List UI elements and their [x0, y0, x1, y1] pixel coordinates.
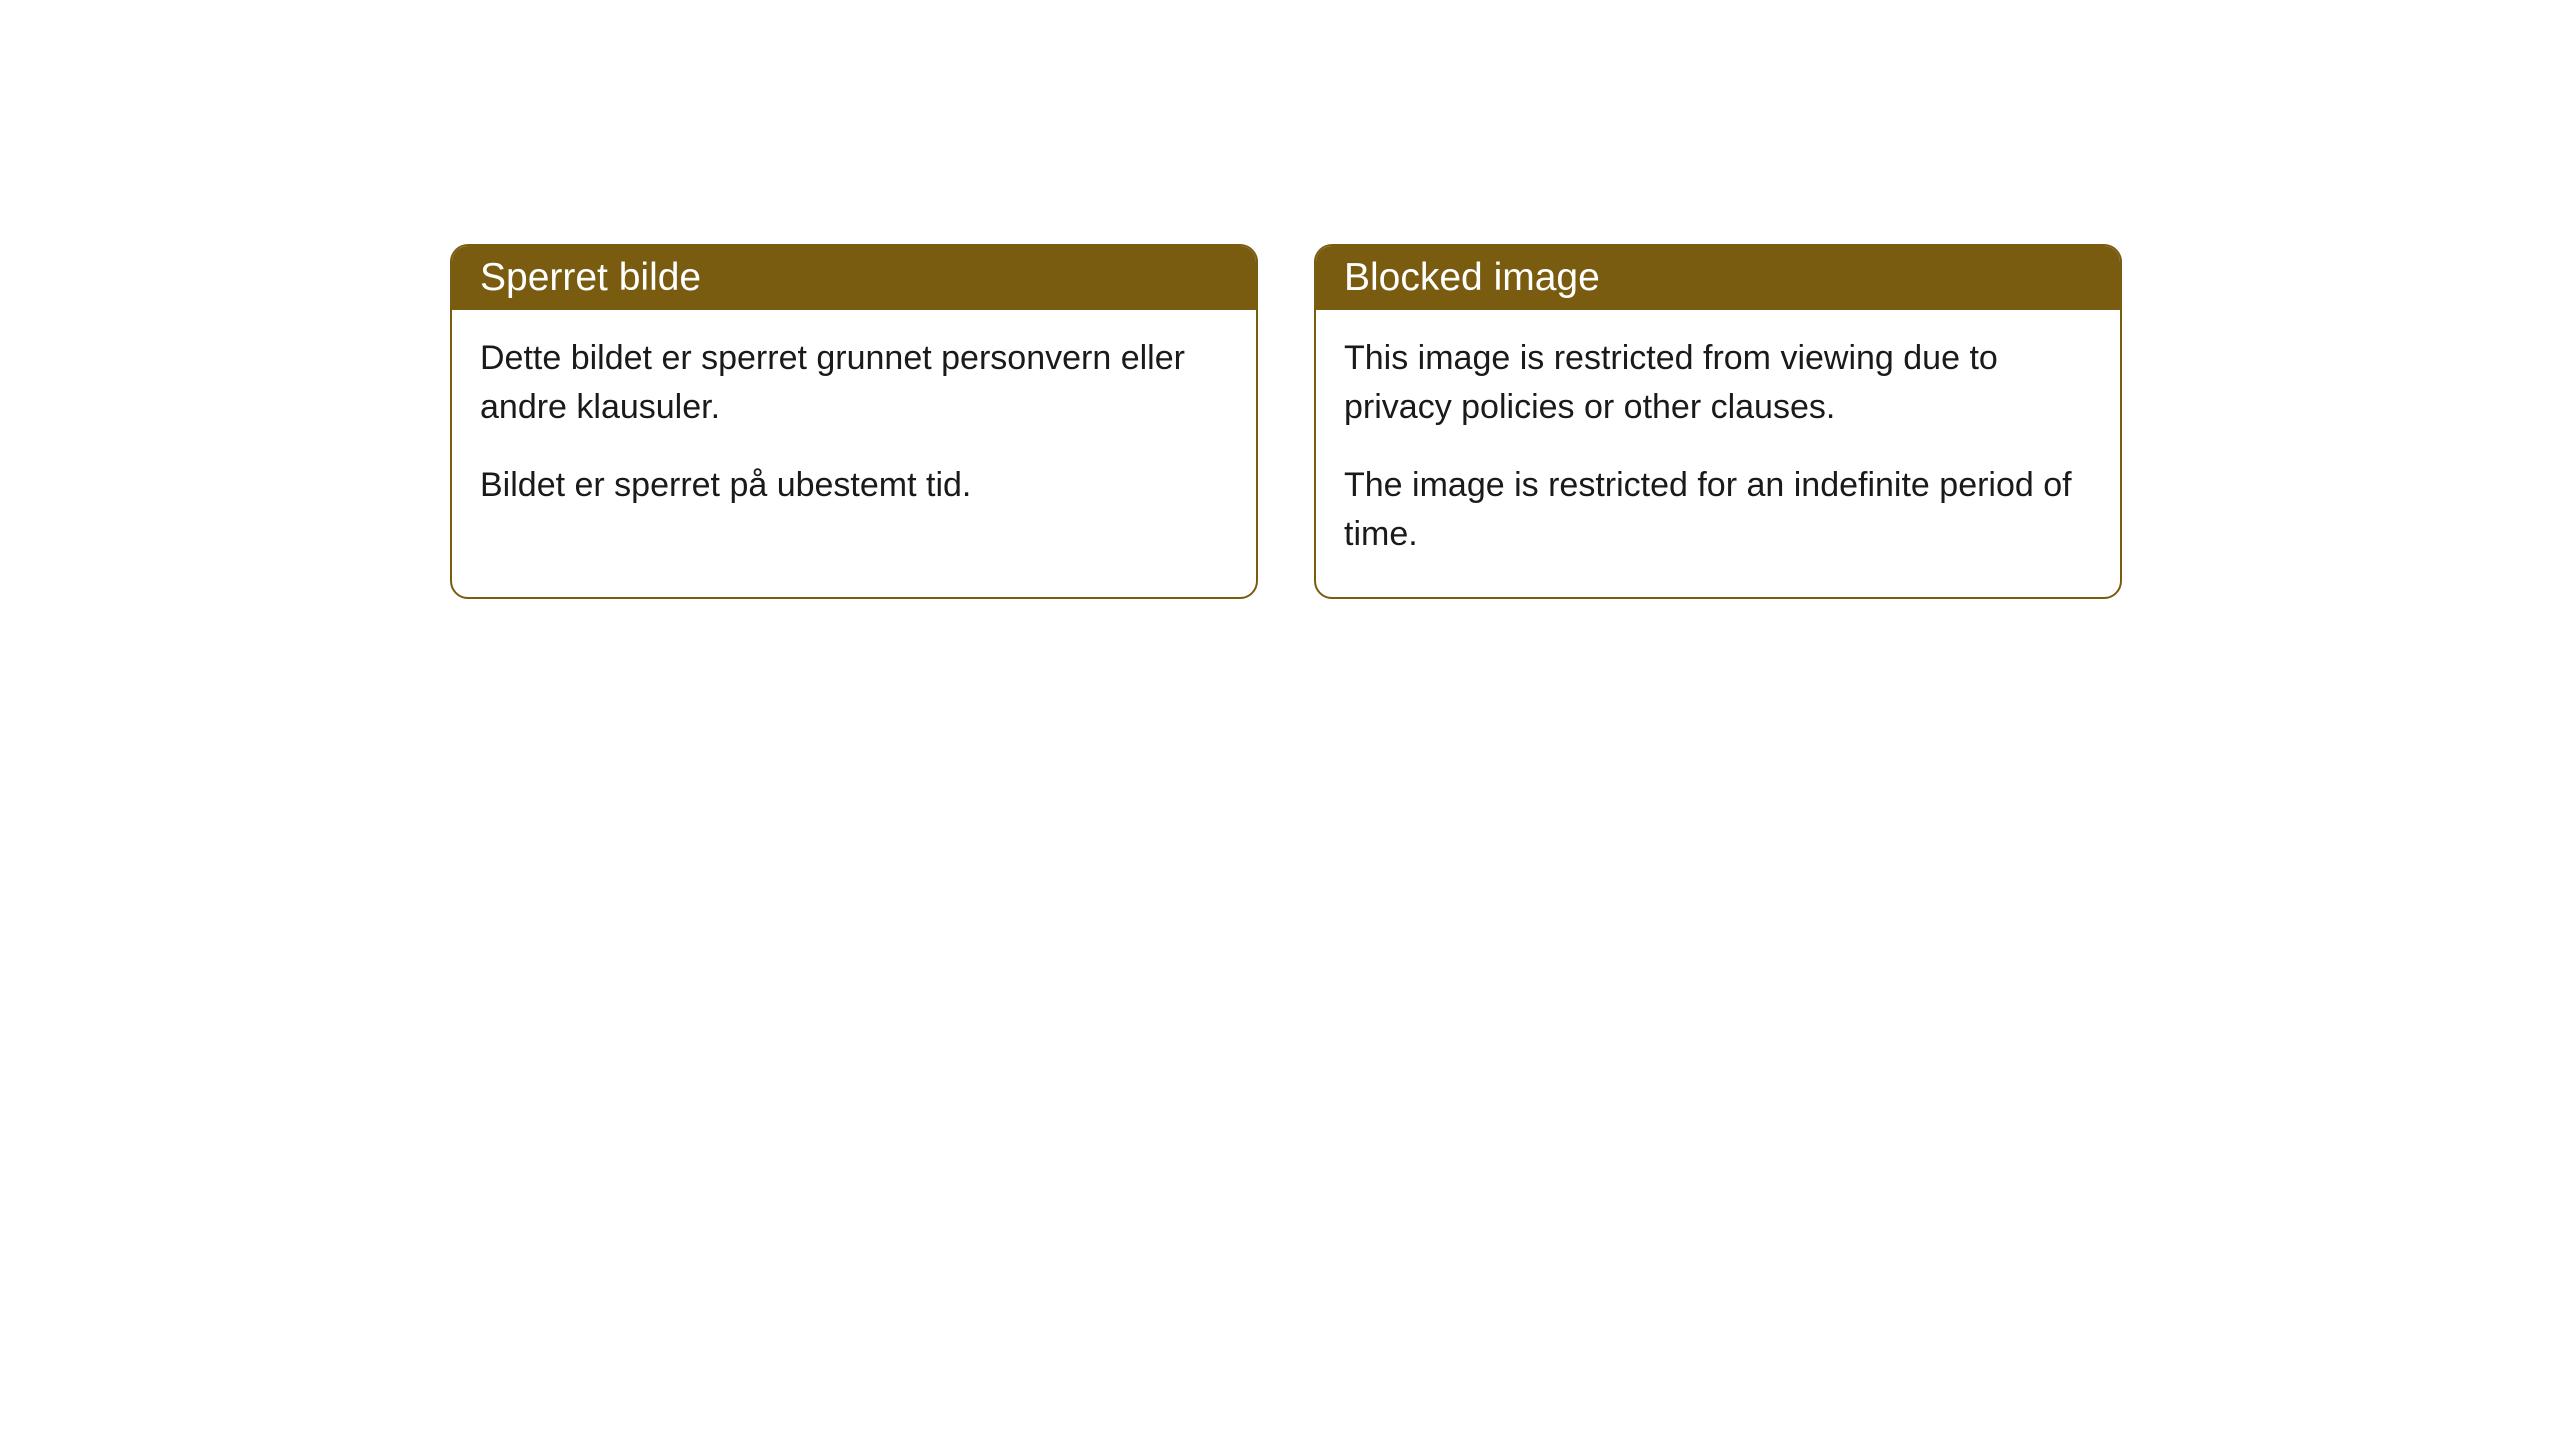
card-paragraph: Bildet er sperret på ubestemt tid. — [480, 461, 1228, 510]
cards-container: Sperret bilde Dette bildet er sperret gr… — [450, 244, 2122, 599]
card-body-norwegian: Dette bildet er sperret grunnet personve… — [452, 310, 1256, 548]
card-english: Blocked image This image is restricted f… — [1314, 244, 2122, 599]
card-title: Sperret bilde — [480, 256, 701, 299]
card-header-english: Blocked image — [1316, 246, 2120, 310]
card-paragraph: Dette bildet er sperret grunnet personve… — [480, 334, 1228, 433]
card-body-english: This image is restricted from viewing du… — [1316, 310, 2120, 597]
card-header-norwegian: Sperret bilde — [452, 246, 1256, 310]
card-paragraph: This image is restricted from viewing du… — [1344, 334, 2092, 433]
card-norwegian: Sperret bilde Dette bildet er sperret gr… — [450, 244, 1258, 599]
card-title: Blocked image — [1344, 256, 1600, 299]
card-paragraph: The image is restricted for an indefinit… — [1344, 461, 2092, 560]
